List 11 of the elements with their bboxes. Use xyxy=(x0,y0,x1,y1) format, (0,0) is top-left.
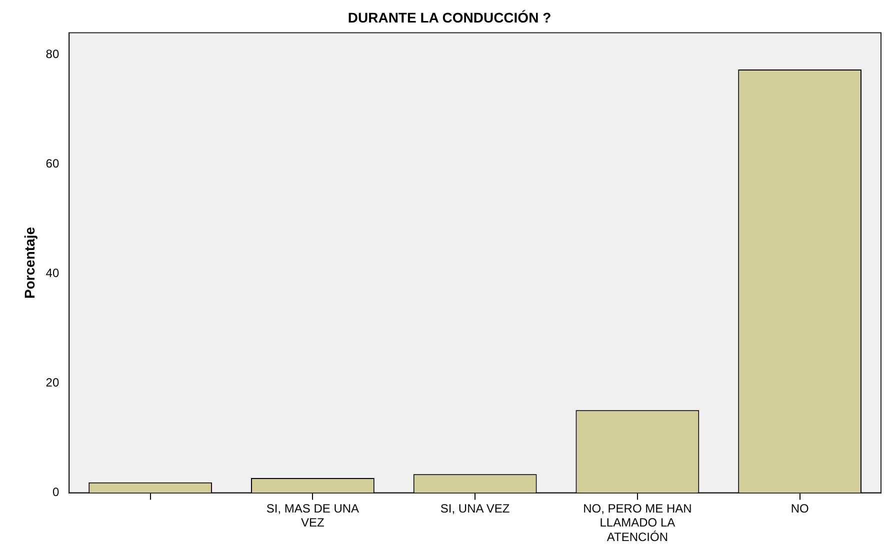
y-tick-label: 60 xyxy=(46,156,60,171)
x-tick-label: SI, UNA VEZ xyxy=(440,501,510,516)
y-tick-label: 20 xyxy=(46,376,60,390)
y-tick-label: 80 xyxy=(46,47,60,62)
y-tick-label: 0 xyxy=(52,485,60,500)
chart-title: DURANTE LA CONDUCCIÓN ? xyxy=(348,9,552,26)
x-tick-label: SI, MAS DE UNA VEZ xyxy=(266,501,360,530)
x-tick-label: NO, PERO ME HAN LLAMADO LA ATENCIÓN xyxy=(583,501,692,544)
x-tick-label: NO xyxy=(790,501,809,516)
y-tick-label: 40 xyxy=(46,266,60,280)
y-axis-title: Porcentaje xyxy=(21,226,38,299)
